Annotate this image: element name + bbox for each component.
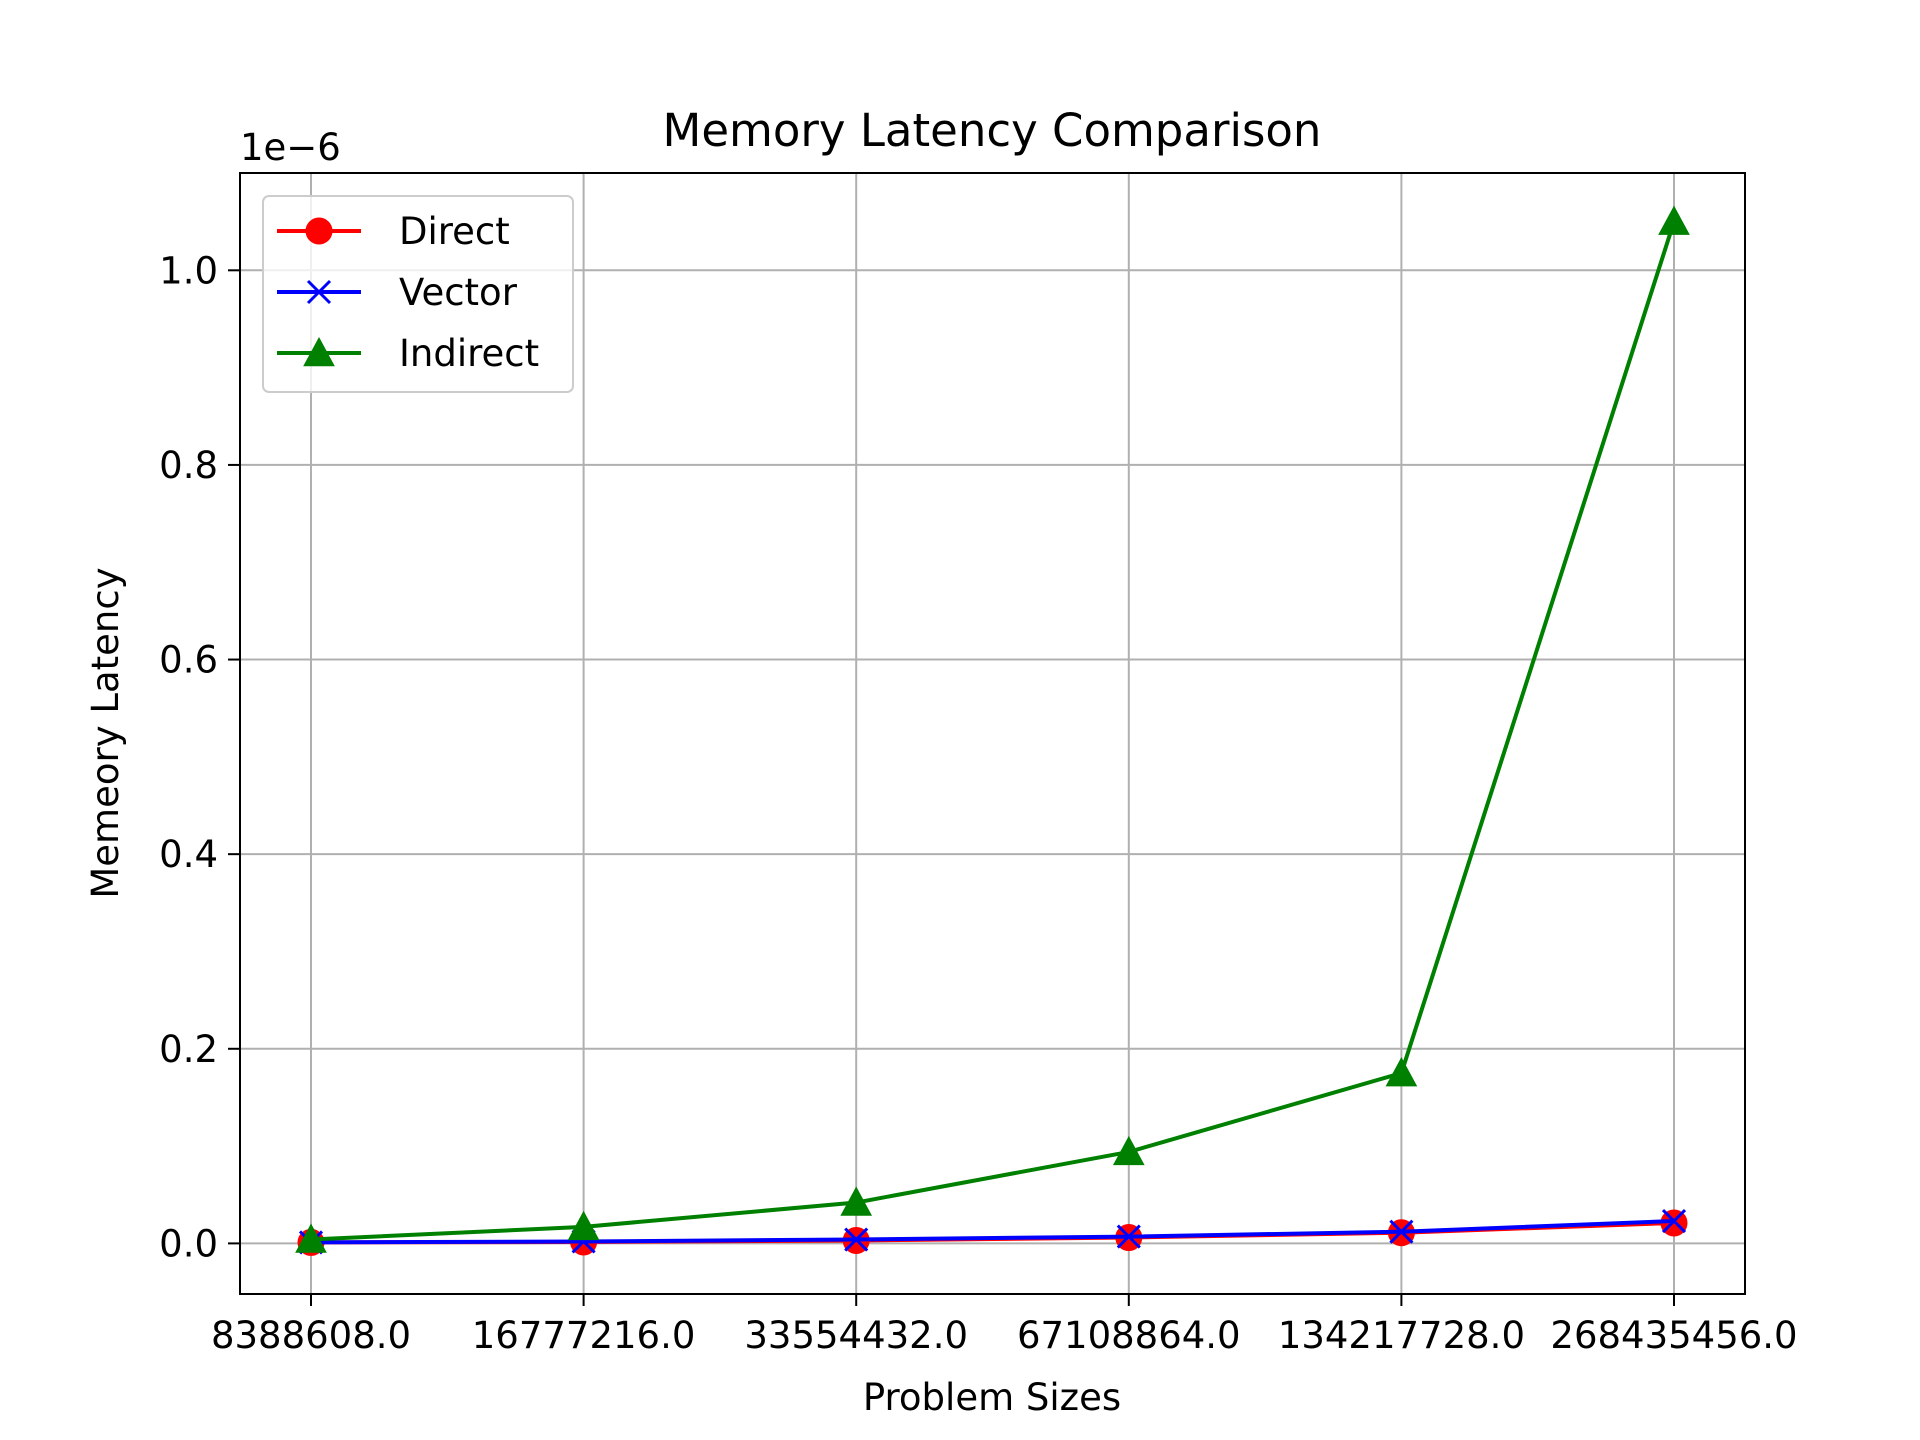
legend-label: Indirect	[399, 332, 539, 375]
data-point-triangle	[1112, 1135, 1145, 1166]
data-point-x	[1116, 1224, 1141, 1249]
y-axis-label: Memeory Latency	[84, 567, 127, 898]
y-tick-label: 0.6	[159, 639, 218, 682]
x-tick-label: 33554432.0	[744, 1314, 968, 1357]
legend-marker	[305, 217, 333, 245]
data-point-triangle	[1385, 1057, 1418, 1087]
y-offset-label: 1e−6	[240, 126, 341, 169]
x-axis-label: Problem Sizes	[863, 1376, 1121, 1419]
y-tick-label: 1.0	[159, 249, 218, 292]
legend-item-direct: Direct	[277, 210, 510, 253]
x-tick-label: 268435456.0	[1550, 1314, 1797, 1357]
data-point-triangle	[1658, 205, 1690, 235]
x-tick-label: 134217728.0	[1278, 1314, 1525, 1357]
y-tick-label: 0.4	[159, 833, 218, 876]
series-layer	[295, 205, 1690, 1256]
series-indirect	[295, 205, 1690, 1253]
x-tick-label: 8388608.0	[211, 1314, 411, 1357]
legend-marker	[306, 279, 332, 305]
legend: Direct Vector Indirect	[262, 195, 574, 393]
legend-item-vector: Vector	[277, 271, 518, 314]
y-tick-label: 0.0	[159, 1222, 218, 1265]
y-tick-labels: 0.0 0.2 0.4 0.6 0.8 1.0	[159, 249, 218, 1265]
legend-marker	[303, 336, 335, 367]
data-point-x	[844, 1227, 869, 1252]
legend-label: Vector	[399, 271, 518, 314]
data-point-x	[1661, 1208, 1687, 1234]
data-point-x	[1389, 1219, 1414, 1244]
data-point-triangle	[295, 1223, 327, 1253]
series-line	[310, 1219, 1675, 1245]
y-tick-label: 0.2	[159, 1028, 218, 1071]
y-tick-label: 0.8	[159, 444, 218, 487]
data-point-triangle	[840, 1186, 873, 1216]
x-tick-label: 67108864.0	[1017, 1314, 1241, 1357]
legend-frame	[262, 195, 574, 393]
legend-label: Direct	[399, 210, 510, 253]
x-tick-labels: 8388608.0 16777216.0 33554432.0 67108864.0 1…	[211, 1314, 1798, 1357]
chart-title: Memory Latency Comparison	[663, 104, 1322, 157]
legend-item-indirect: Indirect	[277, 332, 539, 375]
series-line	[310, 221, 1676, 1242]
grid	[240, 173, 1745, 1294]
data-point-triangle	[567, 1210, 600, 1241]
ticks	[228, 269, 1675, 1306]
plot-frame	[239, 172, 1746, 1295]
x-tick-label: 16777216.0	[472, 1314, 696, 1357]
